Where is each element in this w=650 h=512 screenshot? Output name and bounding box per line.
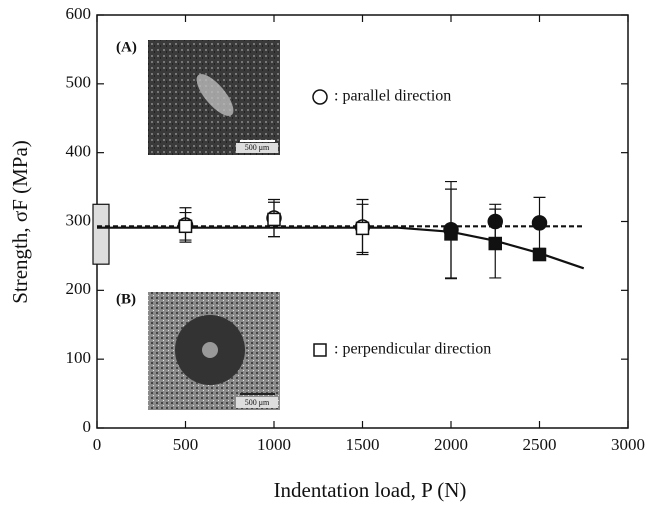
legend-marker <box>312 89 328 105</box>
x-tick-label: 2500 <box>523 435 557 454</box>
x-axis-label: Indentation load, P (N) <box>274 478 467 502</box>
inset-a <box>148 40 280 155</box>
point <box>267 212 281 227</box>
y-tick-label: 600 <box>66 4 92 23</box>
y-tick-label: 100 <box>66 348 92 367</box>
x-tick-label: 2000 <box>434 435 468 454</box>
inset-label: (A) <box>116 39 137 55</box>
point <box>531 215 548 231</box>
fit-line <box>97 226 585 270</box>
y-tick-label: 200 <box>66 279 92 298</box>
y-tick-label: 500 <box>66 73 92 92</box>
y-tick-label: 300 <box>66 210 92 229</box>
y-tick-label: 0 <box>83 417 92 436</box>
legend-marker <box>313 343 327 357</box>
legend-label: : parallel direction <box>334 88 451 105</box>
x-tick-label: 0 <box>93 435 102 454</box>
scale-bar-label: 500 μm <box>245 143 270 152</box>
scale-bar-label: 500 μm <box>245 398 270 407</box>
point <box>488 236 502 251</box>
point <box>532 247 547 262</box>
inset-b <box>148 292 280 410</box>
reference-range <box>92 203 110 265</box>
x-tick-label: 1500 <box>346 435 380 454</box>
inset-label: (B) <box>116 291 136 307</box>
point <box>178 219 193 234</box>
legend-label: : perpendicular direction <box>334 341 491 358</box>
x-tick-label: 3000 <box>611 435 645 454</box>
point <box>355 221 370 236</box>
x-tick-label: 500 <box>173 435 199 454</box>
y-axis-label: Strength, σF (MPa) <box>8 140 32 304</box>
x-tick-label: 1000 <box>257 435 291 454</box>
y-tick-label: 400 <box>66 142 92 161</box>
point <box>444 227 458 241</box>
